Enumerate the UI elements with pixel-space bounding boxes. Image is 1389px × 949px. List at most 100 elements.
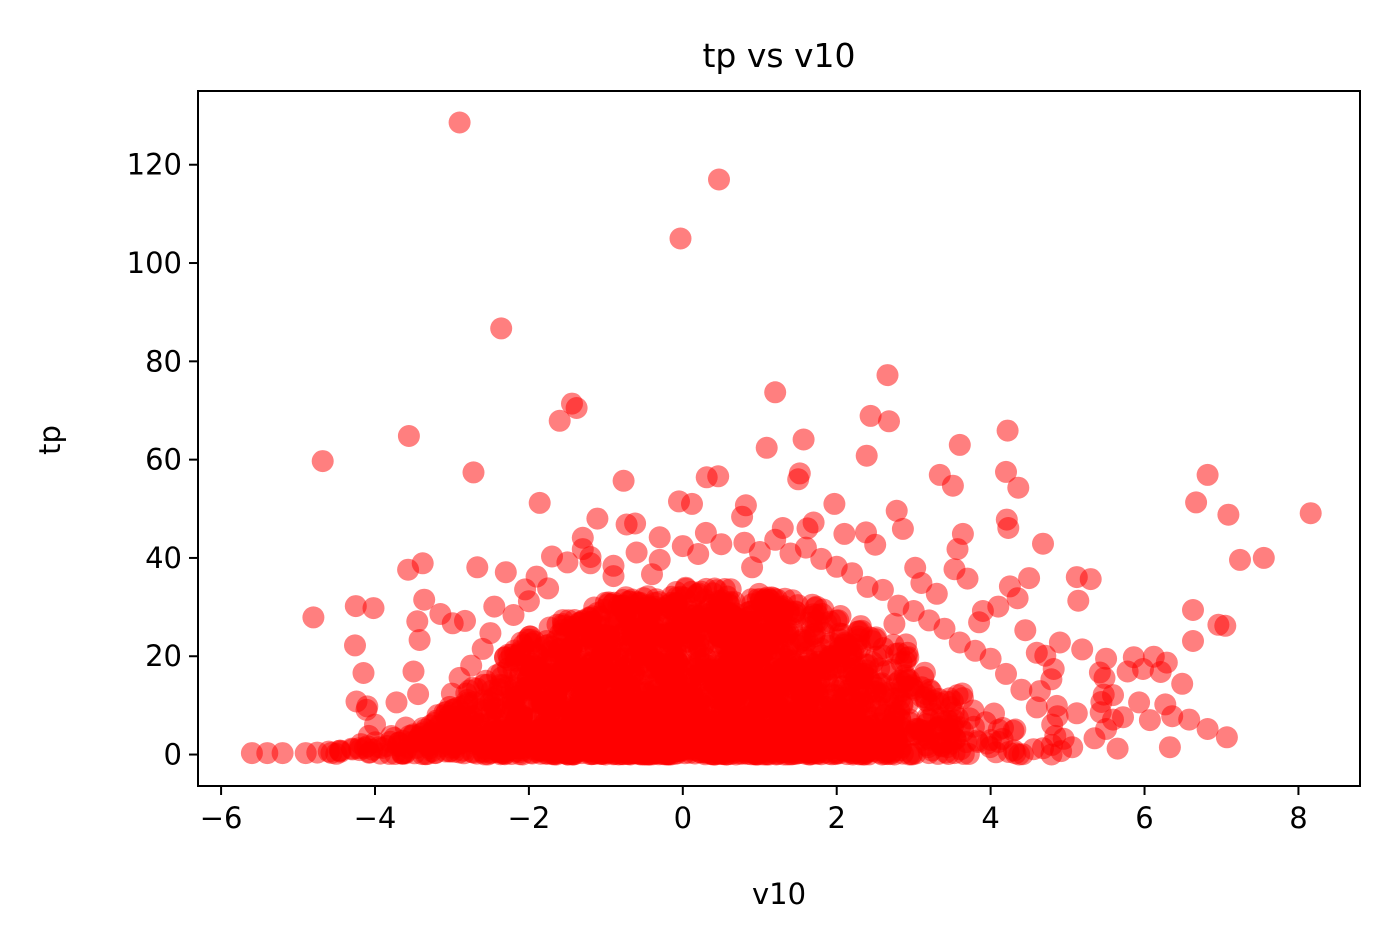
scatter-point xyxy=(859,404,882,427)
scatter-point xyxy=(848,628,871,651)
scatter-point xyxy=(556,551,579,574)
scatter-point xyxy=(891,517,914,540)
scatter-point xyxy=(1007,476,1030,499)
scatter-point xyxy=(771,517,794,539)
scatter-point xyxy=(421,720,444,742)
scatter-point xyxy=(402,660,425,683)
scatter-point xyxy=(551,619,574,642)
scatter-point xyxy=(1215,726,1238,749)
scatter-point xyxy=(716,693,739,716)
scatter-point xyxy=(480,679,503,702)
scatter-point xyxy=(864,533,887,556)
scatter-point xyxy=(537,577,560,600)
scatter-point xyxy=(669,227,692,250)
scatter-point xyxy=(841,562,864,585)
scatter-point xyxy=(1299,502,1322,525)
scatter-point xyxy=(352,662,375,684)
scatter-point xyxy=(271,742,294,765)
scatter-point xyxy=(833,522,856,545)
scatter-point xyxy=(517,727,540,750)
scatter-point xyxy=(535,630,558,652)
scatter-point xyxy=(767,697,790,720)
scatter-point xyxy=(1052,727,1075,750)
scatter-point xyxy=(344,595,367,618)
scatter-point xyxy=(628,743,651,765)
scatter-point xyxy=(1102,684,1124,707)
scatter-point xyxy=(626,644,648,666)
scatter-point xyxy=(454,609,476,632)
scatter-point xyxy=(949,716,972,739)
x-axis-ticks: −6 −4 −2 0 2 4 6 8 xyxy=(200,786,1308,835)
scatter-point xyxy=(571,610,594,633)
scatter-point xyxy=(1214,614,1237,637)
scatter-point xyxy=(1028,680,1051,703)
scatter-point xyxy=(771,718,794,741)
scatter-point xyxy=(466,556,489,579)
scatter-point xyxy=(855,444,878,467)
scatter-point xyxy=(1182,599,1204,621)
scatter-point xyxy=(433,701,456,724)
scatter-point xyxy=(716,653,738,676)
scatter-point xyxy=(1112,706,1134,729)
x-tick-label: −6 xyxy=(200,801,243,835)
scatter-point xyxy=(898,668,921,691)
chart-title: tp vs v10 xyxy=(702,36,855,75)
scatter-point xyxy=(794,536,817,559)
scatter-point xyxy=(729,708,752,730)
scatter-point xyxy=(385,691,408,714)
scatter-point xyxy=(983,702,1005,725)
scatter-point xyxy=(758,588,781,611)
scatter-point xyxy=(565,397,588,419)
scatter-point xyxy=(883,612,906,635)
scatter-point xyxy=(917,726,940,749)
scatter-point xyxy=(583,688,606,711)
scatter-point xyxy=(995,460,1017,483)
y-tick-label: 60 xyxy=(145,443,182,477)
scatter-point xyxy=(362,597,385,620)
scatter-point xyxy=(1071,638,1094,661)
scatter-point xyxy=(764,381,787,404)
scatter-point xyxy=(397,425,420,447)
scatter-point xyxy=(528,692,551,715)
scatter-point xyxy=(561,742,583,765)
x-axis-label: v10 xyxy=(752,877,806,911)
scatter-point xyxy=(479,622,502,645)
scatter-point xyxy=(518,656,541,679)
scatter-point xyxy=(813,738,836,761)
scatter-point xyxy=(1014,619,1037,642)
scatter-point xyxy=(823,492,846,515)
y-tick-label: 120 xyxy=(127,148,182,182)
scatter-point xyxy=(1006,587,1029,610)
scatter-point xyxy=(1025,641,1048,664)
x-tick-label: 8 xyxy=(1289,801,1307,835)
scatter-point xyxy=(460,654,483,677)
scatter-point xyxy=(451,731,474,754)
scatter-point xyxy=(979,647,1002,670)
scatter-point xyxy=(500,679,523,702)
scatter-point xyxy=(737,682,760,705)
scatter-point xyxy=(694,521,717,544)
scatter-point xyxy=(1217,503,1240,526)
scatter-point xyxy=(995,662,1017,685)
scatter-point xyxy=(933,617,956,640)
scatter-point xyxy=(413,588,436,611)
scatter-point xyxy=(1182,630,1204,652)
scatter-point xyxy=(460,715,483,738)
scatter-point xyxy=(1171,672,1194,695)
scatter-point xyxy=(462,461,485,484)
scatter-point xyxy=(615,513,638,536)
scatter-point xyxy=(864,628,887,651)
scatter-point xyxy=(641,563,663,586)
scatter-point xyxy=(995,508,1018,531)
scatter-point xyxy=(769,658,792,681)
scatter-point xyxy=(815,612,838,635)
y-tick-label: 100 xyxy=(127,246,182,280)
scatter-point xyxy=(792,428,815,451)
scatter-point xyxy=(680,667,703,690)
scatter-point xyxy=(1083,727,1106,750)
scatter-point xyxy=(1138,709,1161,732)
scatter-point xyxy=(1042,658,1065,680)
scatter-point xyxy=(927,742,949,765)
scatter-point xyxy=(708,168,730,191)
